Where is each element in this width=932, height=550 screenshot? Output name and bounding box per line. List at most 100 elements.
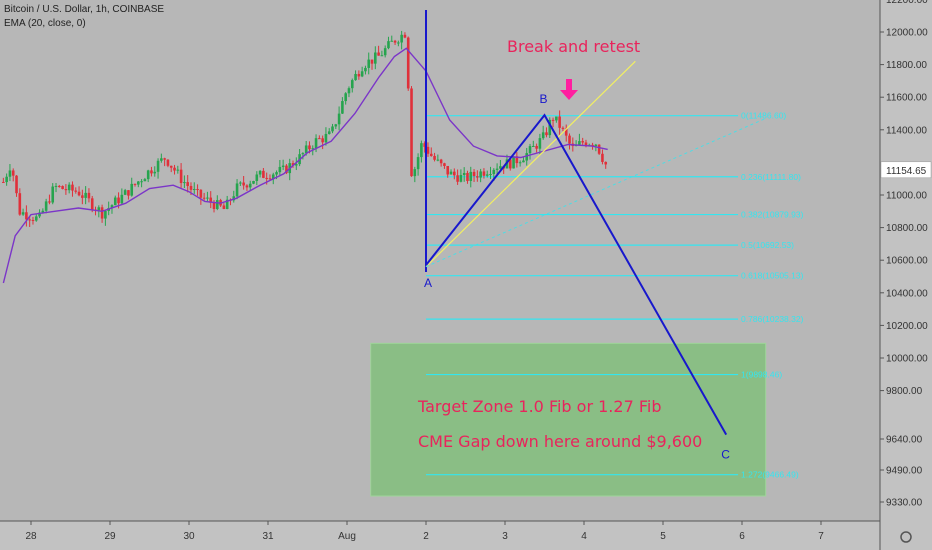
- candle-body: [258, 170, 262, 175]
- candle-body: [186, 182, 189, 186]
- price-tick-label: 11400.00: [886, 125, 927, 136]
- candle-body: [499, 166, 502, 169]
- candle-body: [120, 194, 124, 204]
- candle-body: [308, 145, 311, 150]
- candle-body: [278, 166, 282, 173]
- candle-body: [489, 174, 492, 176]
- price-tick-label: 9640.00: [886, 435, 923, 446]
- time-tick-label: 7: [818, 531, 824, 542]
- candle-body: [173, 167, 176, 171]
- candle-body: [482, 171, 486, 176]
- candle-body: [255, 174, 259, 181]
- candle-body: [429, 153, 433, 156]
- candle-body: [192, 189, 196, 191]
- candle-body: [337, 113, 341, 125]
- time-tick-label: 28: [25, 531, 37, 542]
- fib-level-label: 1(9898.46): [741, 370, 782, 380]
- candle-body: [11, 170, 15, 176]
- abc-wave-line: [425, 113, 728, 436]
- candle-body: [581, 141, 584, 143]
- candle-body: [216, 200, 219, 209]
- candle-body: [206, 197, 209, 199]
- candle-body: [212, 202, 216, 209]
- candle-body: [130, 183, 134, 196]
- candle-body: [2, 181, 5, 183]
- candle-body: [512, 156, 515, 169]
- candle-body: [403, 34, 407, 38]
- annotation-target-zone: Target Zone 1.0 Fib or 1.27 Fib: [417, 397, 661, 416]
- candle-body: [31, 219, 35, 221]
- candle-body: [156, 160, 160, 172]
- time-tick-label: Aug: [338, 531, 356, 542]
- candle-body: [163, 158, 166, 160]
- time-tick-label: 30: [183, 531, 195, 542]
- candle-body: [146, 170, 150, 180]
- candle-body: [285, 165, 288, 174]
- candle-body: [64, 189, 68, 191]
- candle-body: [548, 119, 552, 136]
- breakout-trendline: [425, 60, 636, 268]
- candle-body: [331, 126, 334, 132]
- candle-body: [453, 171, 456, 176]
- candle-body: [383, 48, 387, 56]
- candle-body: [347, 88, 351, 94]
- time-tick-label: 29: [104, 531, 116, 542]
- candle-body: [202, 197, 206, 199]
- candle-body: [242, 182, 245, 186]
- annotation-break-retest: Break and retest: [507, 37, 640, 56]
- candle-body: [245, 185, 249, 188]
- candle-body: [344, 93, 347, 102]
- price-tick-label: 9490.00: [886, 466, 923, 477]
- candle-body: [199, 189, 203, 198]
- candle-body: [578, 141, 581, 145]
- candle-body: [555, 116, 558, 121]
- candle-body: [364, 67, 367, 72]
- last-price-badge: [880, 161, 932, 179]
- candle-body: [492, 169, 496, 175]
- candle-body: [446, 165, 450, 175]
- candle-body: [5, 176, 8, 183]
- wave-label-c: C: [721, 448, 730, 462]
- candle-body: [295, 164, 298, 166]
- candle-body: [443, 163, 446, 166]
- candle-body: [291, 163, 295, 166]
- candle-body: [51, 186, 55, 203]
- candle-body: [239, 182, 242, 184]
- candle-body: [87, 192, 91, 199]
- candle-body: [123, 190, 127, 195]
- candle-body: [472, 171, 476, 177]
- time-tick-label: 5: [660, 531, 666, 542]
- candle-body: [318, 138, 321, 140]
- candle-body: [354, 73, 357, 81]
- price-tick-label: 11800.00: [886, 60, 927, 71]
- price-tick-label: 10000.00: [886, 354, 928, 365]
- time-axis-panel: [0, 521, 880, 550]
- candle-body: [334, 124, 338, 127]
- price-tick-label: 10600.00: [886, 256, 928, 267]
- candle-body: [508, 159, 512, 169]
- candle-body: [341, 101, 344, 114]
- candle-body: [400, 34, 403, 43]
- candle-body: [140, 181, 143, 183]
- candle-body: [551, 119, 555, 121]
- arrow-down-icon: [560, 79, 578, 100]
- fib-level-label: 0(11486.60): [741, 111, 786, 121]
- candle-body: [380, 55, 384, 57]
- candle-body: [71, 184, 74, 191]
- candle-body: [104, 210, 107, 219]
- candle-body: [90, 198, 94, 210]
- candle-body: [252, 180, 255, 184]
- candle-body: [133, 183, 137, 185]
- candle-body: [584, 142, 588, 146]
- candle-body: [515, 156, 519, 164]
- candle-body: [304, 145, 308, 154]
- candle-body: [462, 172, 466, 175]
- candle-body: [456, 175, 459, 182]
- candle-body: [439, 159, 443, 164]
- candle-body: [350, 80, 354, 89]
- candle-body: [387, 41, 390, 49]
- fib-level-label: 0.236(11111.80): [741, 172, 801, 182]
- candle-body: [397, 42, 400, 44]
- candle-body: [301, 153, 305, 155]
